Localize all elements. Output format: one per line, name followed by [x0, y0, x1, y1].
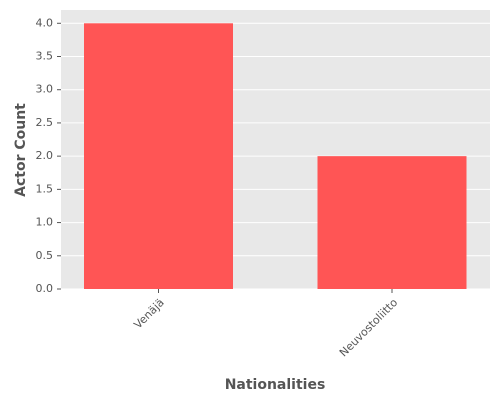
y-axis-title: Actor Count — [13, 103, 29, 197]
x-tick-label: Neuvostoliitto — [337, 296, 400, 359]
y-tick-label: 0.5 — [36, 249, 54, 262]
x-tick-label: Venäjä — [131, 296, 166, 331]
y-tick-label: 2.0 — [36, 149, 54, 162]
y-tick-label: 1.5 — [36, 182, 54, 195]
bar — [84, 23, 233, 290]
y-tick-label: 3.5 — [36, 50, 54, 63]
y-tick-label: 4.0 — [36, 16, 54, 29]
y-tick-label: 0.0 — [36, 282, 54, 295]
bar — [317, 156, 467, 289]
y-tick-label: 3.0 — [36, 83, 54, 96]
y-tick-label: 1.0 — [36, 216, 54, 229]
y-tick-label: 2.5 — [36, 116, 54, 129]
x-axis-title: Nationalities — [225, 377, 326, 393]
